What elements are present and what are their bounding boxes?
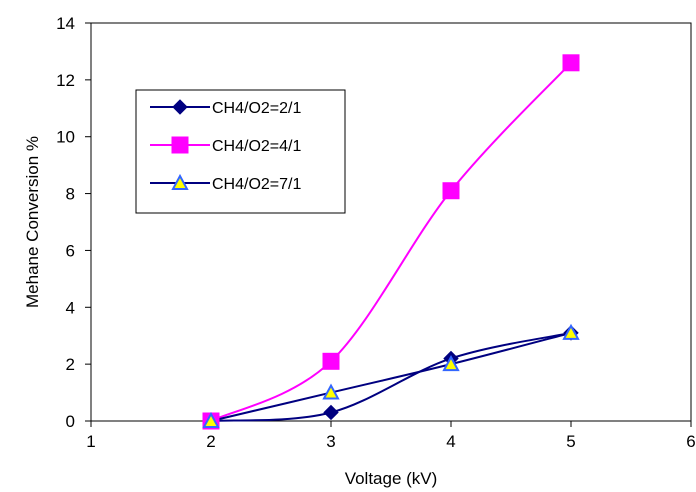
legend-label: CH4/O2=2/1	[212, 100, 301, 117]
y-tick-label: 2	[66, 355, 75, 374]
legend-marker	[171, 173, 189, 190]
data-point-triangle	[202, 411, 220, 428]
legend-marker	[171, 136, 189, 154]
y-tick-label: 0	[66, 412, 75, 431]
x-tick-label: 4	[446, 432, 455, 451]
plot-area	[90, 22, 692, 422]
legend-label: CH4/O2=7/1	[212, 176, 301, 193]
x-axis-title: Voltage (kV)	[345, 469, 438, 488]
y-tick-label: 6	[66, 241, 75, 260]
data-point-square	[442, 182, 460, 200]
y-tick-label: 8	[66, 185, 75, 204]
x-tick-label: 1	[86, 432, 95, 451]
series-line	[210, 62, 572, 422]
data-point-triangle	[442, 355, 460, 372]
series-line	[210, 331, 572, 422]
legend-label: CH4/O2=4/1	[212, 138, 301, 155]
y-tick-label: 12	[56, 71, 75, 90]
y-tick-label: 4	[66, 298, 75, 317]
legend-marker	[172, 99, 188, 115]
data-point-square	[322, 352, 340, 370]
x-tick-label: 6	[686, 432, 695, 451]
y-axis-title: Mehane Conversion %	[23, 136, 42, 308]
x-tick-label: 2	[206, 432, 215, 451]
legend-items: CH4/O2=2/1 CH4/O2=4/1 CH4/O2=7/1	[150, 99, 301, 193]
y-tick-label: 14	[56, 14, 75, 33]
data-point-triangle	[322, 383, 340, 400]
data-point-square	[562, 54, 580, 72]
data-point-diamond	[323, 404, 339, 421]
series-markers	[202, 54, 580, 430]
y-tick-label: 10	[56, 128, 75, 147]
legend: CH4/O2=2/1 CH4/O2=4/1 CH4/O2=7/1	[135, 89, 346, 214]
series-lines	[210, 62, 572, 422]
data-point-triangle	[562, 323, 580, 340]
x-tick-label: 3	[326, 432, 335, 451]
legend-box	[135, 89, 346, 214]
series-line	[210, 331, 572, 422]
x-tick-label: 5	[566, 432, 575, 451]
